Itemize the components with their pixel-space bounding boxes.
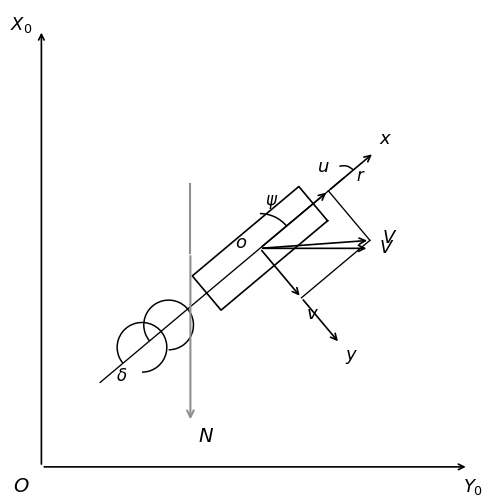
Text: $u$: $u$ [317, 158, 330, 176]
Text: $x$: $x$ [379, 130, 392, 148]
Text: $v$: $v$ [306, 305, 320, 323]
Text: $\psi$: $\psi$ [266, 193, 278, 211]
Text: $V$: $V$ [379, 240, 394, 257]
Text: $r$: $r$ [356, 167, 366, 185]
Text: $y$: $y$ [344, 348, 358, 366]
Text: $Y_0$: $Y_0$ [464, 477, 483, 497]
Text: $\delta$: $\delta$ [116, 367, 128, 385]
Text: $O$: $O$ [13, 477, 30, 496]
Text: $V$: $V$ [382, 229, 398, 247]
Text: $o$: $o$ [236, 235, 248, 252]
Text: $X_0$: $X_0$ [10, 15, 32, 35]
Text: $N$: $N$ [198, 427, 214, 446]
